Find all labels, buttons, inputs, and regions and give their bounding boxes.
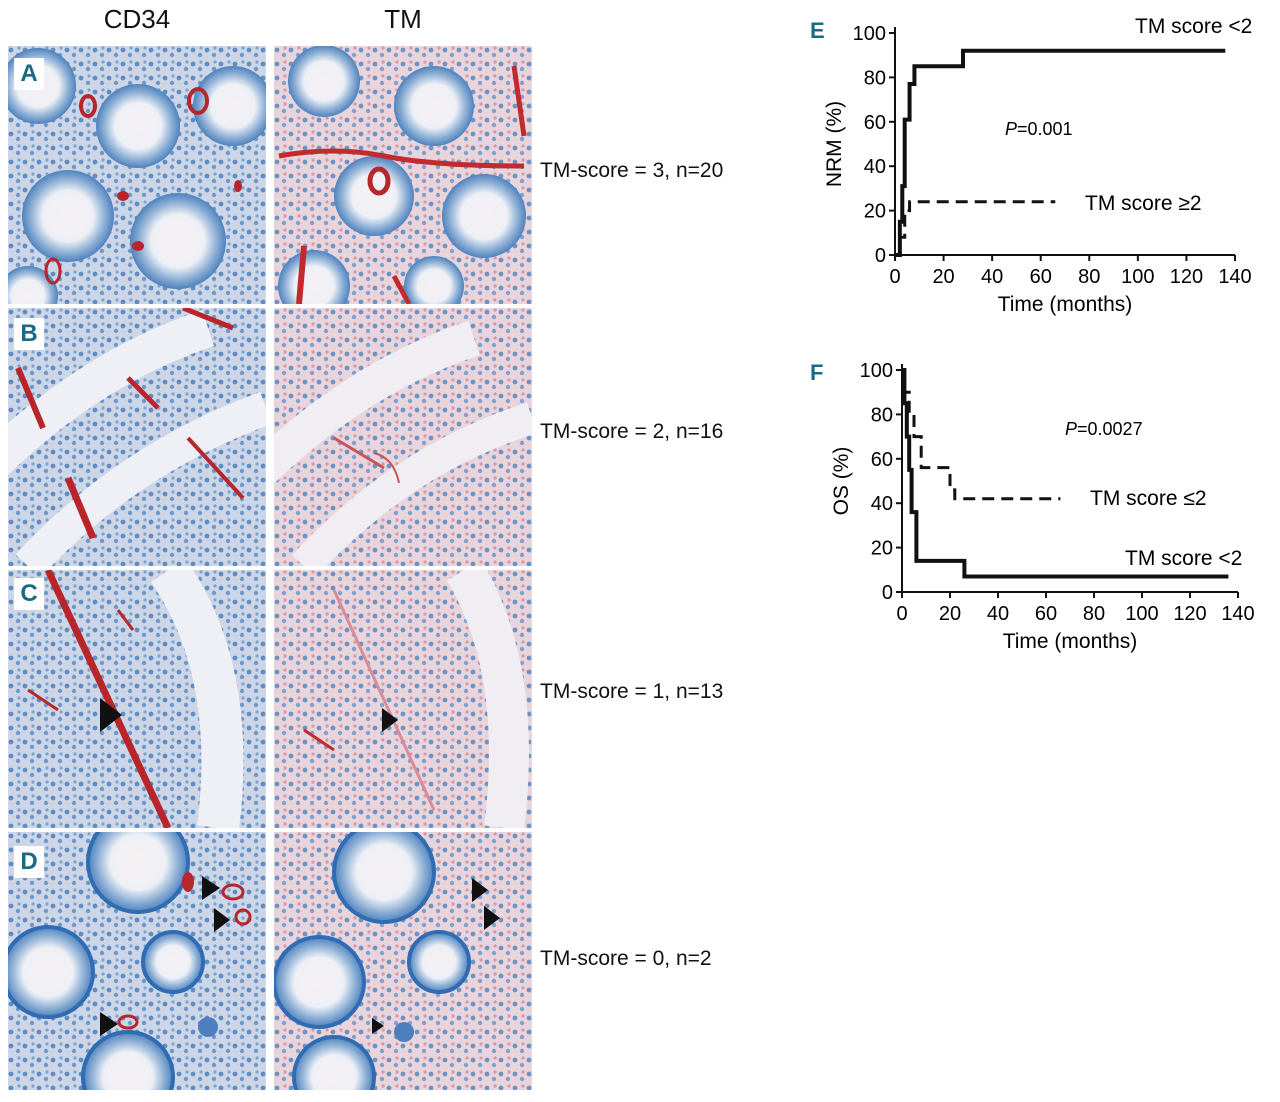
panel-letter-c: C <box>14 578 44 610</box>
y-tick-label: 0 <box>875 245 886 267</box>
chart-f: 0 20 40 60 80 100 0 20 40 60 80 100 120 140 Time (mont… <box>800 340 1270 675</box>
x-tick-label: 100 <box>1125 603 1158 625</box>
series-line-2 <box>895 200 1056 257</box>
series-line-1 <box>902 368 1061 501</box>
chart-letter-e: E <box>810 18 825 43</box>
x-tick-label: 60 <box>1035 603 1057 625</box>
micrograph-d-tm <box>274 832 532 1090</box>
x-tick-label: 120 <box>1173 603 1206 625</box>
micrograph-c-tm <box>274 570 532 828</box>
x-tick-label: 20 <box>939 603 961 625</box>
y-tick-label: 100 <box>860 360 893 382</box>
micrograph-b-cd34 <box>8 308 266 566</box>
micrograph-d-cd34 <box>8 832 266 1090</box>
y-tick-label: 80 <box>871 404 893 426</box>
y-tick-label: 40 <box>864 156 886 178</box>
chart-letter-f: F <box>810 360 824 385</box>
panel-letter-d: D <box>14 846 44 878</box>
tm-score-label-b: TM-score = 2, n=16 <box>540 420 724 443</box>
x-tick-label: 0 <box>896 603 907 625</box>
tm-score-label-d: TM-score = 0, n=2 <box>540 947 712 970</box>
tm-score-label-c: TM-score = 1, n=13 <box>540 680 724 703</box>
x-tick-label: 60 <box>1030 266 1052 288</box>
tm-score-label-a: TM-score = 3, n=20 <box>540 159 724 182</box>
y-tick-label: 40 <box>871 493 893 515</box>
y-axis-label: OS (%) <box>830 447 853 516</box>
x-tick-label: 40 <box>981 266 1003 288</box>
micrograph-b-tm <box>274 308 532 566</box>
y-tick-label: 0 <box>882 582 893 604</box>
panel-letter-b: B <box>14 318 44 350</box>
x-tick-label: 80 <box>1083 603 1105 625</box>
series-label-2: TM score ≥2 <box>1085 192 1202 215</box>
x-tick-label: 100 <box>1121 266 1154 288</box>
micrograph-c-cd34 <box>8 570 266 828</box>
x-axis-label: Time (months) <box>998 293 1133 316</box>
series-label-1: TM score <2 <box>1135 15 1252 38</box>
panel-letter-a: A <box>14 58 44 90</box>
p-value-annotation: P=0.0027 <box>1065 419 1143 439</box>
series-label-2: TM score <2 <box>1125 547 1242 570</box>
x-axis-label: Time (months) <box>1003 630 1138 653</box>
cd34-column-title: CD34 <box>103 4 171 34</box>
y-axis-label: NRM (%) <box>823 101 846 187</box>
y-tick-label: 60 <box>864 112 886 134</box>
chart-e: 0 20 40 60 80 100 0 20 40 60 80 100 120 140 Time (mont… <box>800 0 1270 335</box>
series-label-1: TM score ≤2 <box>1090 487 1207 510</box>
p-value-annotation: P=0.001 <box>1005 119 1073 139</box>
micrograph-a-cd34 <box>8 46 266 304</box>
x-tick-label: 0 <box>889 266 900 288</box>
x-tick-label: 20 <box>932 266 954 288</box>
y-tick-label: 80 <box>864 67 886 89</box>
series-line-2 <box>902 368 1229 579</box>
y-tick-label: 60 <box>871 449 893 471</box>
y-tick-label: 100 <box>853 23 886 45</box>
y-tick-label: 20 <box>864 201 886 223</box>
x-tick-label: 80 <box>1078 266 1100 288</box>
x-tick-label: 140 <box>1221 603 1254 625</box>
y-tick-label: 20 <box>871 538 893 560</box>
micrograph-a-tm <box>274 46 532 304</box>
x-tick-label: 120 <box>1170 266 1203 288</box>
series-line-1 <box>895 48 1226 257</box>
x-tick-label: 140 <box>1218 266 1251 288</box>
tm-column-title: TM <box>384 4 422 34</box>
x-tick-label: 40 <box>987 603 1009 625</box>
